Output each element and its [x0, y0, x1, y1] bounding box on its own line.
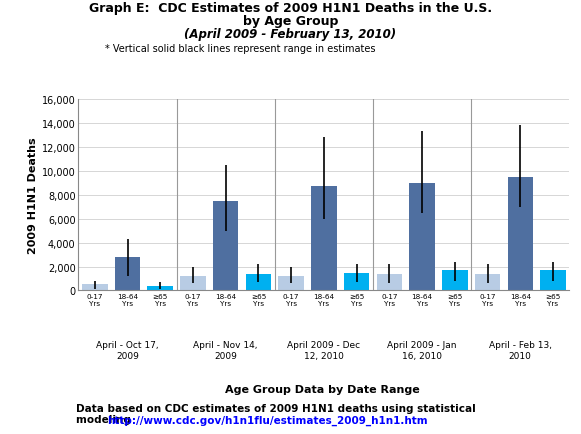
Text: (April 2009 - February 13, 2010): (April 2009 - February 13, 2010): [184, 28, 397, 41]
Bar: [344, 273, 370, 291]
Text: * Vertical solid black lines represent range in estimates: * Vertical solid black lines represent r…: [105, 43, 375, 53]
Bar: [410, 183, 435, 291]
Text: April - Nov 14,
2009: April - Nov 14, 2009: [193, 341, 258, 360]
Bar: [376, 274, 402, 291]
Text: April 2009 - Dec
12, 2010: April 2009 - Dec 12, 2010: [288, 341, 360, 360]
Bar: [246, 274, 271, 291]
Bar: [278, 276, 304, 291]
Bar: [540, 270, 566, 291]
Y-axis label: 2009 H1N1 Deaths: 2009 H1N1 Deaths: [28, 137, 38, 253]
Text: April 2009 - Jan
16, 2010: April 2009 - Jan 16, 2010: [388, 341, 457, 360]
Text: modeling: modeling: [76, 414, 134, 424]
Text: http://www.cdc.gov/h1n1flu/estimates_2009_h1n1.htm: http://www.cdc.gov/h1n1flu/estimates_200…: [107, 414, 428, 425]
Bar: [311, 187, 336, 291]
Text: Data based on CDC estimates of 2009 H1N1 deaths using statistical: Data based on CDC estimates of 2009 H1N1…: [76, 403, 475, 413]
Bar: [508, 178, 533, 291]
Text: Graph E:  CDC Estimates of 2009 H1N1 Deaths in the U.S.: Graph E: CDC Estimates of 2009 H1N1 Deat…: [89, 2, 492, 15]
Bar: [115, 257, 140, 291]
Bar: [213, 201, 238, 291]
Text: by Age Group: by Age Group: [243, 15, 338, 28]
Bar: [148, 286, 173, 291]
Bar: [82, 285, 107, 291]
Bar: [180, 276, 206, 291]
Text: Age Group Data by Date Range: Age Group Data by Date Range: [225, 384, 420, 394]
Text: April - Oct 17,
2009: April - Oct 17, 2009: [96, 341, 159, 360]
Bar: [475, 274, 500, 291]
Text: April - Feb 13,
2010: April - Feb 13, 2010: [489, 341, 552, 360]
Bar: [442, 270, 468, 291]
